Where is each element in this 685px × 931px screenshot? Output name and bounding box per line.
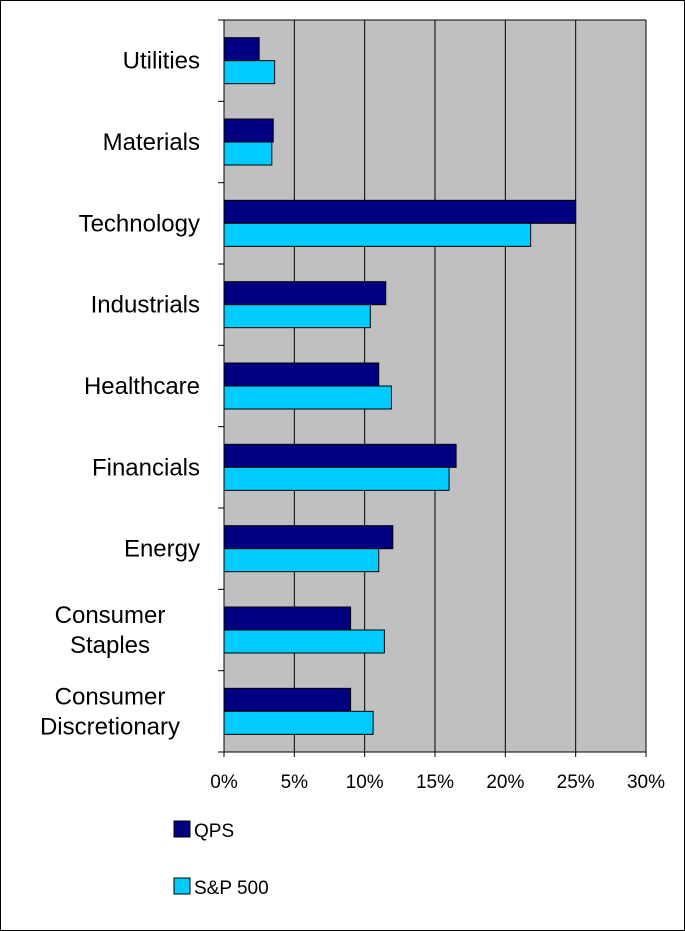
- legend-label-sp500: S&P 500: [194, 878, 269, 899]
- bar-sp500-2: [223, 222, 532, 247]
- legend-swatch-qps: [173, 820, 191, 838]
- legend-label-qps: QPS: [194, 821, 234, 842]
- category-label-4: Healthcare: [84, 373, 200, 400]
- category-label-1: Materials: [103, 129, 200, 156]
- x-tick-label-1: 5%: [281, 772, 309, 793]
- x-tick-label-0: 0%: [210, 772, 238, 793]
- bar-qps-5: [223, 443, 457, 468]
- bar-qps-8: [223, 687, 352, 712]
- category-label-8-line-0: Consumer: [55, 683, 166, 710]
- bar-qps-7: [223, 606, 352, 631]
- bar-qps-2: [223, 199, 577, 224]
- x-tick-label-4: 20%: [486, 772, 524, 793]
- bar-sp500-5: [223, 466, 450, 491]
- bar-sp500-1: [223, 141, 273, 166]
- category-label-7-line-0: Consumer: [55, 602, 166, 629]
- bar-sp500-3: [223, 304, 371, 329]
- x-tick-label-3: 15%: [416, 772, 454, 793]
- bar-sp500-0: [223, 60, 276, 85]
- category-label-7-line-1: Staples: [70, 632, 150, 659]
- category-label-5: Financials: [92, 454, 200, 481]
- category-label-3: Industrials: [91, 292, 200, 319]
- bar-sp500-4: [223, 385, 392, 410]
- category-label-0: Utilities: [123, 48, 200, 75]
- legend-swatch-sp500: [173, 877, 191, 895]
- bar-sp500-8: [223, 710, 374, 735]
- bar-qps-4: [223, 362, 380, 387]
- bar-qps-6: [223, 525, 394, 550]
- bar-qps-3: [223, 281, 387, 306]
- bar-sp500-7: [223, 629, 385, 654]
- x-tick-label-6: 30%: [627, 772, 665, 793]
- category-label-8-line-1: Discretionary: [40, 713, 180, 740]
- category-label-2: Technology: [79, 210, 200, 237]
- bar-sp500-6: [223, 548, 380, 573]
- x-tick-label-5: 25%: [557, 772, 595, 793]
- bar-qps-1: [223, 118, 274, 143]
- category-label-6: Energy: [124, 536, 200, 563]
- x-tick-label-2: 10%: [346, 772, 384, 793]
- bar-qps-0: [223, 37, 260, 62]
